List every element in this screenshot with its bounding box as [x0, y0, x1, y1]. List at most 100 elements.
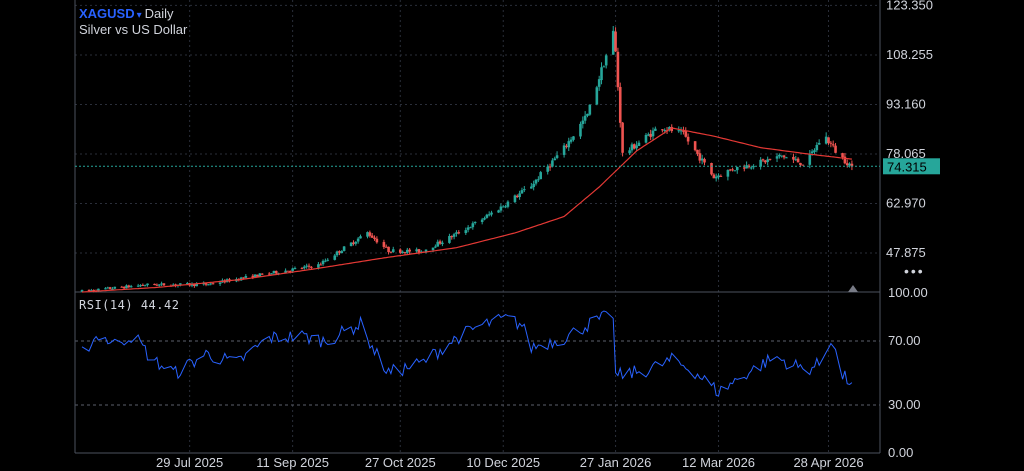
- time-axis-label: 11 Sep 2025: [256, 455, 329, 470]
- candle-body: [270, 273, 273, 275]
- candle-body: [129, 286, 133, 288]
- candle-body: [799, 162, 802, 165]
- candle-body: [780, 155, 784, 157]
- candle-body: [136, 285, 140, 287]
- candle-body: [286, 270, 290, 272]
- candle-body: [537, 179, 540, 181]
- candle-body: [506, 201, 510, 207]
- candle-body: [611, 30, 615, 55]
- candle-body: [235, 279, 238, 282]
- candle-body: [841, 153, 844, 158]
- time-axis-label: 12 Mar 2026: [682, 455, 755, 470]
- candle-body: [319, 264, 323, 266]
- time-axis-label: 28 Apr 2026: [793, 455, 863, 470]
- candle-body: [321, 260, 325, 265]
- candle-body: [457, 232, 461, 234]
- more-dots-icon[interactable]: •••: [904, 263, 925, 279]
- candle-body: [405, 249, 409, 253]
- candle-body: [728, 169, 732, 171]
- candle-body: [207, 284, 210, 286]
- timeframe-label[interactable]: Daily: [144, 6, 174, 21]
- candle-body: [579, 123, 582, 137]
- candle-body: [668, 127, 671, 131]
- candle-body: [92, 290, 96, 292]
- candle-body: [143, 285, 147, 287]
- candle-body: [223, 280, 227, 283]
- candle-body: [398, 249, 402, 253]
- price-tick-label: 47.875: [886, 245, 926, 260]
- candle-body: [637, 142, 641, 146]
- price-tick-label: 108.255: [886, 47, 933, 62]
- candle-body: [106, 287, 110, 289]
- candle-body: [356, 238, 360, 242]
- candle-body: [785, 157, 788, 159]
- candle-body: [125, 285, 128, 289]
- candle-body: [277, 273, 280, 275]
- candle-body: [305, 265, 308, 267]
- candle-body: [518, 193, 521, 198]
- candle-body: [703, 159, 706, 163]
- candle-body: [391, 249, 395, 253]
- candle-body: [616, 51, 620, 88]
- candle-body: [401, 251, 404, 254]
- candle-body: [120, 286, 124, 288]
- candle-body: [169, 285, 173, 287]
- candle-body: [370, 235, 374, 238]
- candle-body: [338, 251, 341, 253]
- candle-body: [677, 130, 681, 132]
- candle-body: [480, 219, 484, 222]
- candle-body: [794, 159, 798, 161]
- candle-body: [317, 264, 320, 268]
- candle-body: [595, 87, 599, 105]
- rsi-tick-label: 0.00: [888, 445, 913, 460]
- candle-body: [829, 142, 833, 144]
- candle-body: [293, 267, 297, 269]
- candle-body: [448, 236, 451, 243]
- symbol-name[interactable]: XAGUSD: [79, 6, 135, 21]
- scroll-marker-icon: [848, 285, 858, 292]
- candle-body: [761, 159, 765, 161]
- candle-body: [654, 128, 657, 131]
- candle-body: [621, 122, 624, 153]
- candle-body: [567, 141, 571, 148]
- candle-body: [583, 115, 587, 121]
- candle-body: [501, 206, 505, 208]
- candle-body: [539, 172, 542, 180]
- candle-body: [417, 249, 421, 253]
- candle-body: [831, 144, 835, 146]
- candle-body: [775, 156, 779, 159]
- candle-body: [420, 251, 423, 253]
- candle-body: [733, 170, 737, 172]
- candle-body: [483, 218, 486, 220]
- candle-body: [717, 175, 720, 178]
- candle-body: [532, 183, 535, 188]
- candle-body: [157, 284, 161, 286]
- candle-body: [260, 273, 264, 275]
- candle-body: [586, 113, 589, 116]
- candle-body: [651, 130, 655, 137]
- symbol-header: XAGUSD ▾ Daily: [79, 5, 174, 24]
- candle-body: [455, 232, 458, 234]
- candle-body: [373, 237, 376, 240]
- chevron-down-icon[interactable]: ▾: [136, 10, 142, 21]
- candle-body: [340, 251, 344, 254]
- candle-body: [749, 167, 753, 169]
- candle-body: [731, 169, 734, 171]
- candle-body: [253, 274, 257, 278]
- candle-body: [342, 246, 346, 251]
- candle-body: [176, 284, 180, 286]
- candle-body: [466, 227, 470, 230]
- candle-body: [155, 284, 159, 286]
- candle-body: [469, 227, 472, 229]
- candle-body: [602, 66, 606, 68]
- candle-body: [111, 288, 114, 290]
- candle-body: [766, 159, 769, 162]
- candle-body: [548, 166, 552, 168]
- candle-body: [204, 283, 208, 285]
- candle-body: [614, 31, 617, 52]
- candle-body: [698, 153, 702, 161]
- candle-body: [850, 163, 854, 167]
- candle-body: [450, 236, 454, 238]
- candle-body: [764, 160, 767, 163]
